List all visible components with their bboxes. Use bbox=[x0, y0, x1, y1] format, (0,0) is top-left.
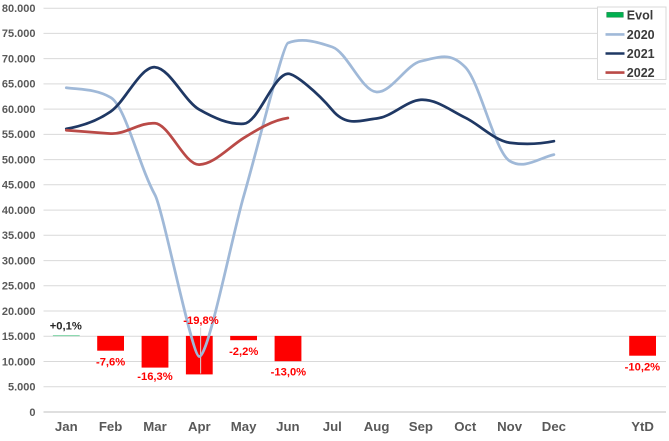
svg-text:40.000: 40.000 bbox=[2, 205, 36, 217]
svg-text:20.000: 20.000 bbox=[2, 306, 36, 318]
svg-text:2022: 2022 bbox=[627, 66, 655, 80]
svg-text:50.000: 50.000 bbox=[2, 154, 36, 166]
svg-text:Apr: Apr bbox=[188, 419, 211, 434]
svg-text:2021: 2021 bbox=[627, 47, 655, 61]
svg-text:2020: 2020 bbox=[627, 28, 655, 42]
svg-text:-7,6%: -7,6% bbox=[96, 357, 125, 369]
svg-text:-13,0%: -13,0% bbox=[271, 367, 306, 379]
svg-text:65.000: 65.000 bbox=[2, 79, 36, 91]
svg-text:Feb: Feb bbox=[99, 419, 122, 434]
svg-text:Nov: Nov bbox=[497, 419, 523, 434]
svg-text:55.000: 55.000 bbox=[2, 129, 36, 141]
svg-text:70.000: 70.000 bbox=[2, 53, 36, 65]
svg-text:May: May bbox=[231, 419, 257, 434]
svg-text:5.000: 5.000 bbox=[8, 382, 36, 394]
svg-text:YtD: YtD bbox=[631, 419, 654, 434]
svg-text:+0,1%: +0,1% bbox=[50, 321, 82, 333]
svg-text:15.000: 15.000 bbox=[2, 331, 36, 343]
svg-text:Evol: Evol bbox=[627, 8, 653, 22]
svg-text:45.000: 45.000 bbox=[2, 180, 36, 192]
svg-text:Oct: Oct bbox=[454, 419, 477, 434]
svg-text:25.000: 25.000 bbox=[2, 281, 36, 293]
svg-text:10.000: 10.000 bbox=[2, 356, 36, 368]
svg-text:35.000: 35.000 bbox=[2, 230, 36, 242]
svg-text:60.000: 60.000 bbox=[2, 104, 36, 116]
svg-text:-16,3%: -16,3% bbox=[137, 371, 172, 383]
svg-text:Jan: Jan bbox=[55, 419, 78, 434]
svg-text:Jul: Jul bbox=[323, 419, 342, 434]
svg-text:Mar: Mar bbox=[143, 419, 166, 434]
svg-text:0: 0 bbox=[29, 407, 35, 419]
svg-text:Sep: Sep bbox=[409, 419, 433, 434]
svg-text:-10,2%: -10,2% bbox=[625, 362, 660, 374]
svg-text:30.000: 30.000 bbox=[2, 255, 36, 267]
svg-text:Dec: Dec bbox=[542, 419, 566, 434]
svg-text:-2,2%: -2,2% bbox=[229, 346, 258, 358]
svg-text:-19,8%: -19,8% bbox=[183, 315, 218, 327]
svg-text:Aug: Aug bbox=[364, 419, 390, 434]
svg-text:75.000: 75.000 bbox=[2, 28, 36, 40]
svg-text:80.000: 80.000 bbox=[2, 3, 36, 15]
svg-text:Jun: Jun bbox=[276, 419, 299, 434]
